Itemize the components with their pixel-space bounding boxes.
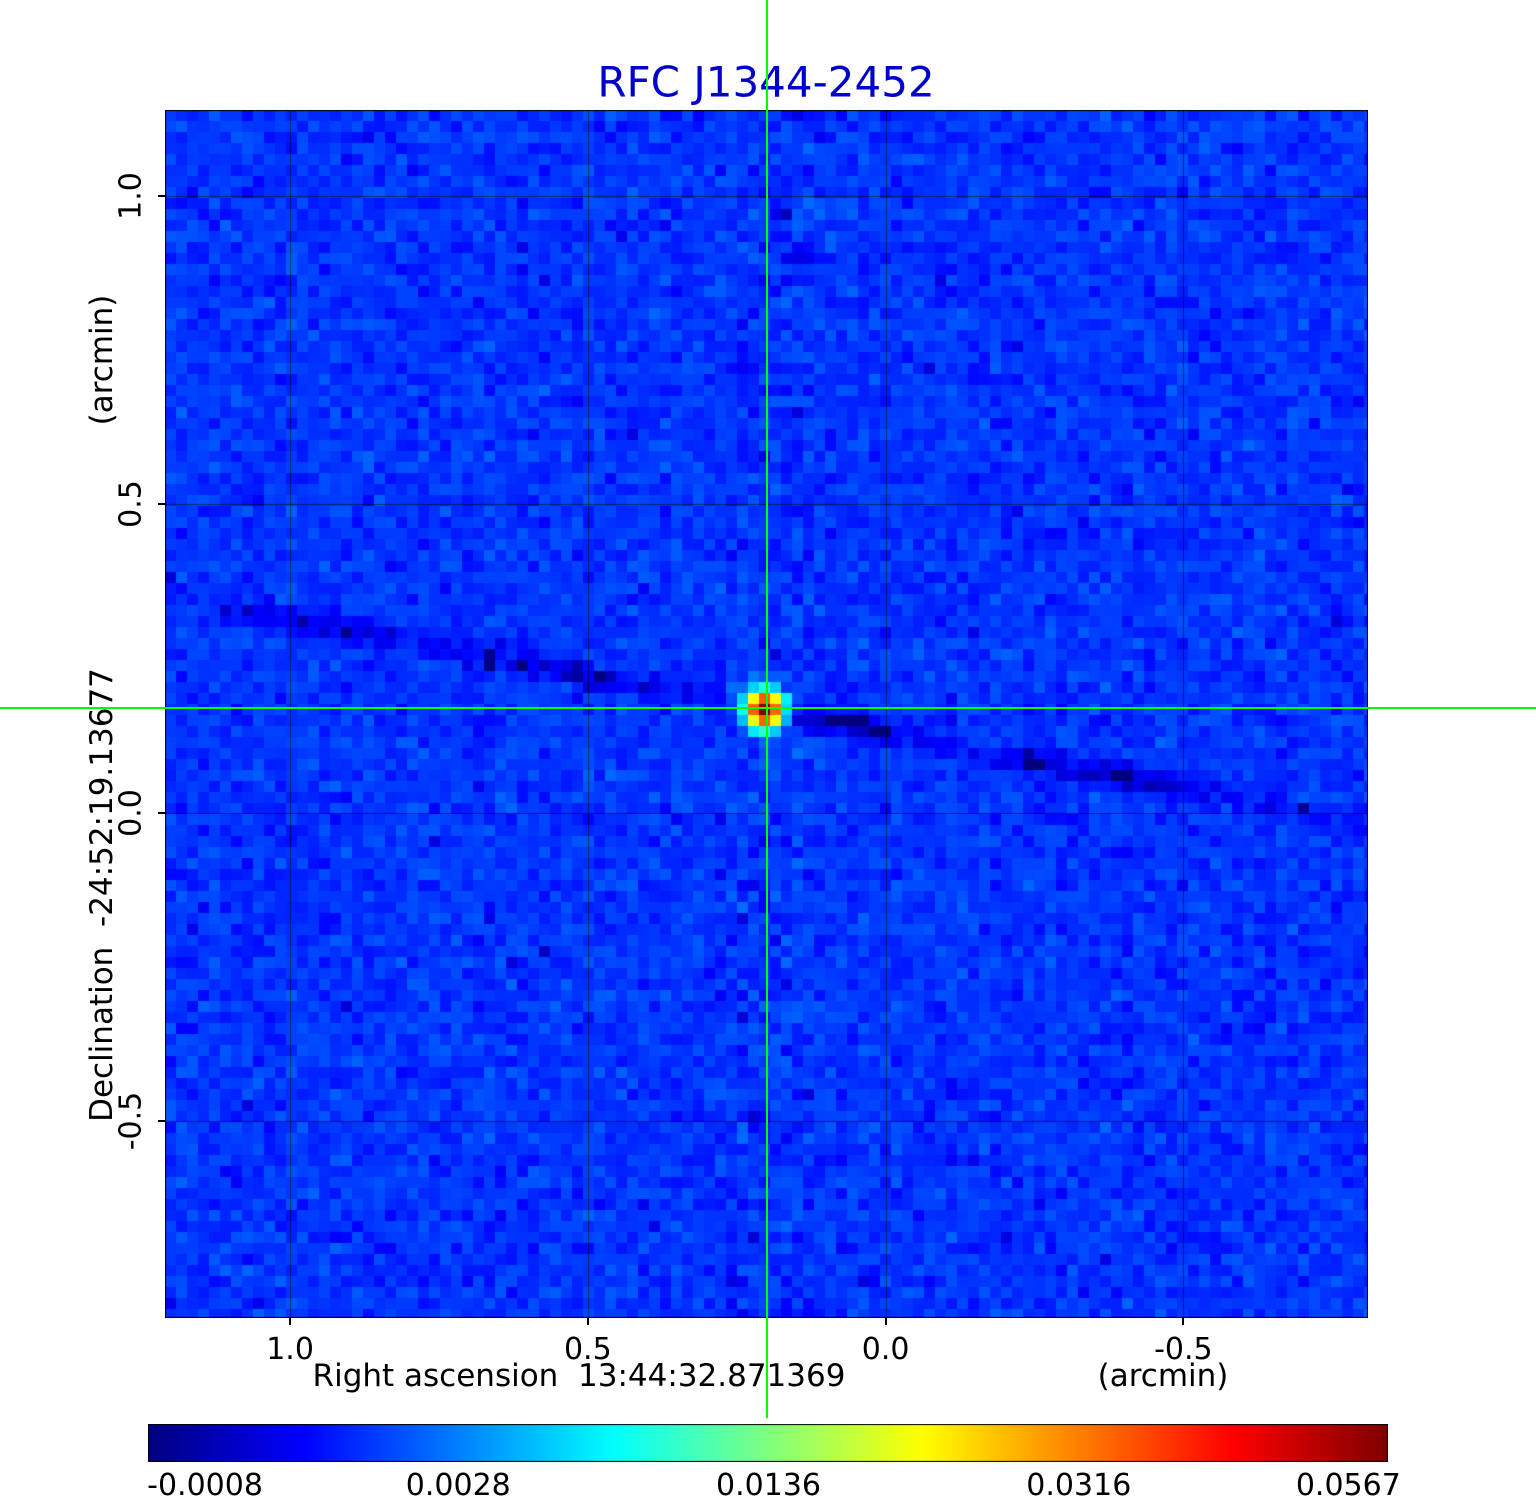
colorbar-tick-label: 0.0136 xyxy=(716,1468,822,1503)
colorbar-tick-label: 0.0316 xyxy=(1026,1468,1132,1503)
y-tick-mark xyxy=(158,811,165,814)
y-tick-mark xyxy=(158,503,165,506)
y-tick-mark xyxy=(158,1119,165,1122)
x-tick-label: 0.0 xyxy=(861,1332,910,1367)
colorbar-tick-label: 0.0567 xyxy=(1295,1468,1401,1503)
x-tick-label: -0.5 xyxy=(1154,1332,1213,1367)
crosshair-horizontal xyxy=(0,706,1536,709)
y-tick-mark xyxy=(158,195,165,198)
crosshair-vertical xyxy=(765,0,768,1418)
x-tick-label: 1.0 xyxy=(266,1332,314,1367)
x-axis-label: Right ascension 13:44:32.871369 xyxy=(312,1358,846,1394)
x-tick-mark xyxy=(289,1318,292,1325)
colorbar-tick-label: -0.0008 xyxy=(147,1468,263,1503)
y-axis-label: Declination -24:52:19.13677 xyxy=(84,668,120,1122)
x-tick-mark xyxy=(586,1318,589,1325)
colorbar-canvas xyxy=(148,1424,1388,1462)
x-tick-mark xyxy=(1182,1318,1185,1325)
y-tick-label: 1.0 xyxy=(113,172,149,221)
x-tick-label: 0.5 xyxy=(563,1332,612,1367)
y-axis-unit: (arcmin) xyxy=(84,294,120,426)
colorbar-tick-label: 0.0028 xyxy=(405,1468,511,1503)
y-tick-label: 0.5 xyxy=(113,480,149,529)
x-axis-unit: (arcmin) xyxy=(1097,1358,1229,1394)
x-tick-mark xyxy=(884,1318,887,1325)
